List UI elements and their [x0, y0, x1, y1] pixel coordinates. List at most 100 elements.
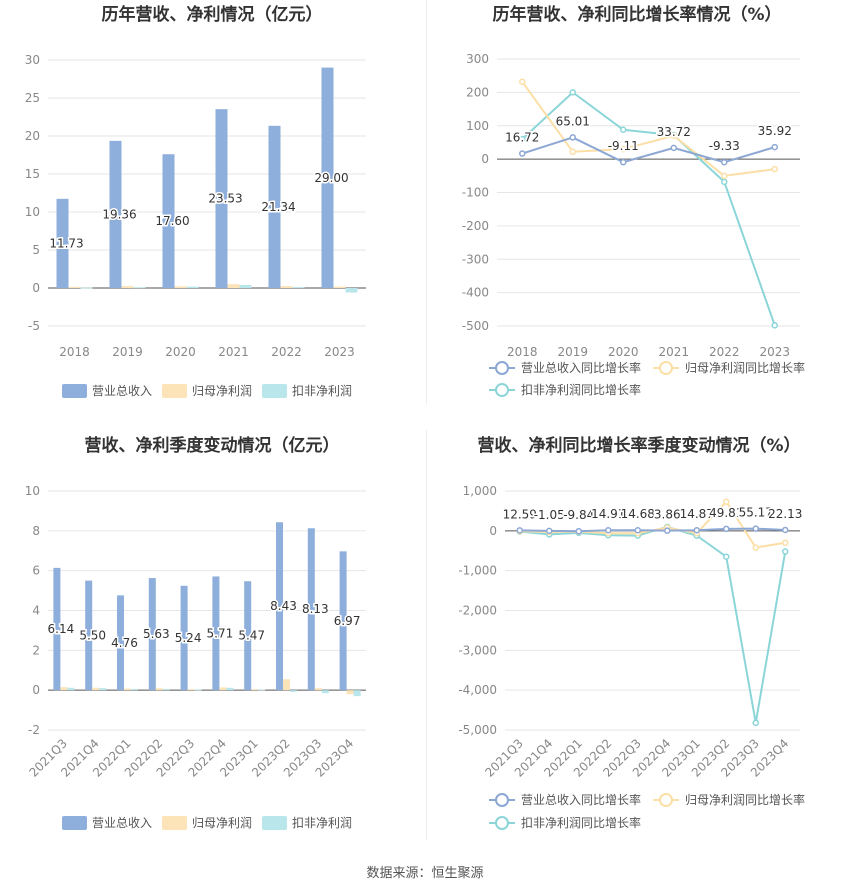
- legend-swatch-marker: [495, 361, 509, 375]
- legend-swatch: [262, 384, 287, 398]
- data-point: [620, 126, 627, 134]
- bar-deducted-profit: [99, 688, 107, 691]
- quarter-bar-chart-svg: 营收、净利季度变动情况（亿元）-202468102021Q32021Q42022…: [25, 435, 366, 830]
- legend-swatch-marker: [495, 816, 509, 830]
- y-tick-label: 25: [25, 91, 40, 105]
- bar-net-profit: [283, 679, 290, 691]
- y-tick-label: 200: [466, 85, 489, 99]
- legend-label: 归母净利润: [192, 384, 252, 398]
- data-point: [519, 135, 526, 143]
- bar-deducted-profit: [226, 687, 234, 691]
- bar-deducted-profit: [131, 688, 138, 691]
- data-point: [670, 144, 677, 152]
- bar-net-profit: [124, 688, 131, 691]
- x-tick-label: 2018: [507, 345, 538, 359]
- data-label: 49.81: [709, 506, 743, 520]
- data-point: [721, 178, 728, 186]
- legend-swatch: [162, 816, 187, 830]
- data-point: [569, 134, 576, 141]
- x-tick-label: 2020: [165, 345, 196, 359]
- data-label: 14.91: [591, 507, 625, 521]
- data-label: 5.24: [175, 631, 202, 645]
- data-point: [569, 148, 576, 156]
- chart-title: 历年营收、净利同比增长率情况（%）: [492, 4, 781, 25]
- annual-bar-chart: 历年营收、净利情况（亿元） -5 0 5 10 15 20 25 30 2018 2019 2020 2…: [0, 0, 426, 410]
- quarter-line-chart-svg: 营收、净利同比增长率季度变动情况（%） -5,000 -4,000 -3,000 -2,…: [458, 435, 805, 830]
- data-point: [723, 498, 730, 506]
- data-label: 6.14: [48, 622, 75, 636]
- line-revenue-growth: [521, 136, 776, 164]
- divider: [426, 430, 427, 840]
- bar-net-profit: [314, 688, 322, 691]
- data-point: [721, 158, 728, 166]
- y-tick-label: -3,000: [458, 643, 497, 657]
- y-tick-label: 6: [32, 564, 40, 578]
- data-label: 5.63: [143, 627, 170, 641]
- bar-revenue: [212, 576, 220, 691]
- bar-revenue: [85, 580, 93, 691]
- legend-swatch-marker: [659, 793, 673, 807]
- y-tick-label: -500: [462, 319, 489, 333]
- bar-revenue: [117, 595, 124, 691]
- data-point: [620, 145, 627, 153]
- data-point: [782, 526, 789, 534]
- data-source: 数据来源：恒生聚源: [366, 866, 484, 881]
- y-tick-label: -100: [462, 186, 489, 200]
- legend-label: 营业总收入同比增长率: [521, 792, 641, 807]
- divider: [426, 0, 427, 405]
- data-point: [771, 322, 778, 329]
- data-label: 3.86: [654, 508, 681, 522]
- data-label: 16.72: [505, 131, 539, 145]
- data-label: 22.13: [768, 507, 802, 521]
- bar-net-profit: [280, 286, 293, 288]
- x-tick-label: 2019: [112, 345, 143, 359]
- data-point: [634, 526, 641, 534]
- legend-swatch: [62, 816, 87, 830]
- data-label: -9.33: [709, 139, 740, 153]
- bar-revenue: [307, 528, 315, 691]
- x-tick-label: 2018: [59, 345, 90, 359]
- legend-swatch: [62, 384, 87, 398]
- bar-deducted-profit: [290, 690, 297, 692]
- data-point: [782, 548, 789, 555]
- y-tick-label: -300: [462, 252, 489, 266]
- legend-label: 扣非净利润: [292, 816, 352, 830]
- data-label: 5.71: [207, 626, 234, 640]
- bar-revenue: [339, 551, 347, 691]
- bar-revenue: [276, 522, 283, 691]
- bar-net-profit: [121, 286, 134, 288]
- legend-swatch-marker: [495, 383, 509, 397]
- data-point: [693, 526, 700, 534]
- y-tick-label: -4,000: [458, 683, 497, 697]
- chart-title: 营收、净利季度变动情况（亿元）: [85, 435, 340, 456]
- data-label: -1.05: [534, 508, 565, 522]
- y-tick-label: 100: [466, 119, 489, 133]
- data-label: 5.47: [238, 629, 265, 643]
- bar-deducted-profit: [186, 286, 199, 288]
- bar-deducted-profit: [321, 690, 329, 694]
- bar-deducted-profit: [258, 689, 266, 691]
- line-net-profit-growth: [521, 81, 775, 177]
- data-point: [752, 719, 759, 727]
- quarter-bar-chart: 营收、净利季度变动情况（亿元） -2 0 2 4 6 8 10 2021Q3 2021Q4 2022…: [0, 425, 426, 845]
- legend-swatch: [162, 384, 187, 398]
- x-tick-label: 2019: [557, 345, 588, 359]
- data-label: -9.84: [563, 508, 594, 522]
- bar-deducted-profit: [133, 287, 146, 289]
- legend-label: 归母净利润同比增长率: [685, 792, 805, 807]
- legend-swatch-marker: [659, 361, 673, 375]
- y-tick-label: 0: [32, 683, 40, 697]
- data-point: [516, 527, 523, 534]
- data-label: 12.59: [503, 507, 537, 521]
- data-label: 23.53: [208, 192, 242, 206]
- data-point: [752, 525, 759, 532]
- data-point: [519, 78, 526, 85]
- data-point: [782, 539, 789, 547]
- legend-label: 扣非净利润同比增长率: [521, 815, 641, 830]
- legend-swatch: [262, 816, 287, 830]
- data-point: [752, 544, 759, 551]
- y-tick-label: 300: [466, 52, 489, 66]
- bar-deducted-profit: [292, 287, 305, 288]
- bar-revenue: [109, 140, 122, 288]
- bar-revenue: [244, 581, 252, 691]
